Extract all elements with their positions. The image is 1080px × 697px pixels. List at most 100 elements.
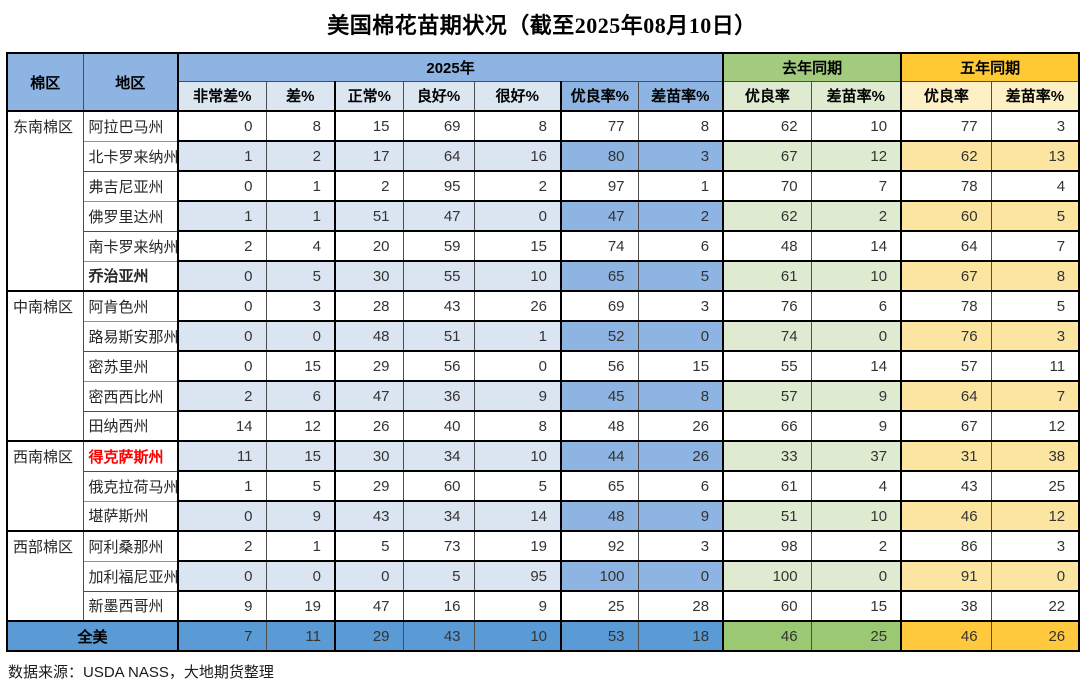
value-cell: 11 xyxy=(990,350,1080,382)
value-cell: 2 xyxy=(177,230,267,262)
value-cell: 3 xyxy=(637,530,724,562)
value-cell: 28 xyxy=(334,290,404,322)
value-cell: 48 xyxy=(560,410,639,442)
value-cell: 29 xyxy=(334,470,404,502)
value-cell: 8 xyxy=(473,410,562,442)
value-cell: 3 xyxy=(265,290,336,322)
value-cell: 13 xyxy=(990,140,1080,172)
state-name-cell: 阿肯色州 xyxy=(82,290,179,322)
value-cell: 8 xyxy=(473,110,562,142)
value-cell: 66 xyxy=(722,410,812,442)
value-cell: 12 xyxy=(265,410,336,442)
value-cell: 29 xyxy=(334,350,404,382)
value-cell: 9 xyxy=(810,380,902,412)
value-cell: 1 xyxy=(265,170,336,202)
value-cell: 0 xyxy=(177,110,267,142)
value-cell: 7 xyxy=(990,230,1080,262)
value-cell: 64 xyxy=(900,380,992,412)
state-name-cell: 俄克拉荷马州 xyxy=(82,470,179,502)
value-cell: 5 xyxy=(334,530,404,562)
table-row: 田纳西州 14 12 26 40 8 48 26 66 9 67 12 xyxy=(7,410,1080,442)
value-cell: 7 xyxy=(810,170,902,202)
value-cell: 34 xyxy=(402,440,475,472)
value-cell: 30 xyxy=(334,260,404,292)
value-cell: 8 xyxy=(637,110,724,142)
value-cell: 0 xyxy=(177,170,267,202)
value-cell: 36 xyxy=(402,380,475,412)
region-group-cell: 西南棉区 xyxy=(6,440,84,532)
value-cell: 19 xyxy=(265,590,336,622)
value-cell: 43 xyxy=(402,290,475,322)
region-group-cell: 中南棉区 xyxy=(6,290,84,442)
value-cell: 0 xyxy=(473,350,562,382)
value-cell: 76 xyxy=(900,320,992,352)
state-name-cell: 密西西比州 xyxy=(82,380,179,412)
subheader-fiveyear-poor-rate: 差苗率% xyxy=(990,80,1080,112)
value-cell: 64 xyxy=(900,230,992,262)
value-cell: 28 xyxy=(637,590,724,622)
value-cell: 0 xyxy=(637,560,724,592)
value-cell: 62 xyxy=(722,110,812,142)
value-cell: 11 xyxy=(177,440,267,472)
value-cell: 60 xyxy=(722,590,812,622)
value-cell: 60 xyxy=(402,470,475,502)
value-cell: 15 xyxy=(334,110,404,142)
value-cell: 0 xyxy=(177,290,267,322)
value-cell: 67 xyxy=(900,410,992,442)
value-cell: 22 xyxy=(990,590,1080,622)
table-row: 西部棉区 阿利桑那州 2 1 5 73 19 92 3 98 2 86 3 xyxy=(6,530,1080,622)
total-value-cell: 53 xyxy=(560,620,639,652)
value-cell: 98 xyxy=(722,530,812,562)
value-cell: 26 xyxy=(473,290,562,322)
state-name-cell: 弗吉尼亚州 xyxy=(82,170,179,202)
table-row: 东南棉区 阿拉巴马州 0 8 15 69 8 77 8 62 10 77 3 xyxy=(6,110,1080,292)
value-cell: 30 xyxy=(334,440,404,472)
subheader-good: 良好% xyxy=(402,80,475,112)
value-cell: 10 xyxy=(810,260,902,292)
value-cell: 1 xyxy=(265,530,336,562)
table-row: 乔治亚州 0 5 30 55 10 65 5 61 10 67 8 xyxy=(7,260,1080,292)
value-cell: 6 xyxy=(265,380,336,412)
value-cell: 3 xyxy=(637,140,724,172)
value-cell: 56 xyxy=(560,350,639,382)
header-sub-row: 非常差% 差% 正常% 良好% 很好% 优良率% 差苗率% 优良率 差苗率% 优… xyxy=(7,80,1080,112)
value-cell: 10 xyxy=(473,440,562,472)
value-cell: 15 xyxy=(265,350,336,382)
total-row: 全美 7 11 29 43 10 53 18 46 25 46 26 xyxy=(6,620,1080,652)
subheader-poor-seedling-rate: 差苗率% xyxy=(637,80,724,112)
total-value-cell: 18 xyxy=(637,620,724,652)
subheader-good-excellent-rate: 优良率% xyxy=(560,80,639,112)
total-value-cell: 26 xyxy=(990,620,1080,652)
value-cell: 48 xyxy=(560,500,639,532)
value-cell: 61 xyxy=(722,470,812,502)
value-cell: 0 xyxy=(177,260,267,292)
state-name-cell: 北卡罗来纳州 xyxy=(82,140,179,172)
value-cell: 51 xyxy=(402,320,475,352)
value-cell: 26 xyxy=(334,410,404,442)
value-cell: 69 xyxy=(402,110,475,142)
value-cell: 43 xyxy=(900,470,992,502)
value-cell: 2 xyxy=(473,170,562,202)
value-cell: 95 xyxy=(402,170,475,202)
value-cell: 69 xyxy=(560,290,639,322)
value-cell: 91 xyxy=(900,560,992,592)
table-row: 南卡罗来纳州 2 4 20 59 15 74 6 48 14 64 7 xyxy=(7,230,1080,262)
value-cell: 2 xyxy=(265,140,336,172)
value-cell: 14 xyxy=(177,410,267,442)
value-cell: 67 xyxy=(900,260,992,292)
table-row: 中南棉区 阿肯色州 0 3 28 43 26 69 3 76 6 78 5 xyxy=(6,290,1080,442)
total-value-cell: 29 xyxy=(334,620,404,652)
state-name-cell: 阿拉巴马州 xyxy=(82,110,179,142)
value-cell: 0 xyxy=(334,560,404,592)
value-cell: 47 xyxy=(560,200,639,232)
value-cell: 95 xyxy=(473,560,562,592)
page-title: 美国棉花苗期状况（截至2025年08月10日） xyxy=(327,13,757,38)
table-row: 堪萨斯州 0 9 43 34 14 48 9 51 10 46 12 xyxy=(7,500,1080,532)
value-cell: 5 xyxy=(990,200,1080,232)
state-name-cell: 田纳西州 xyxy=(82,410,179,442)
value-cell: 3 xyxy=(990,110,1080,142)
table-row: 加利福尼亚州 0 0 0 5 95 100 0 100 0 91 0 xyxy=(7,560,1080,592)
value-cell: 1 xyxy=(473,320,562,352)
value-cell: 9 xyxy=(473,590,562,622)
